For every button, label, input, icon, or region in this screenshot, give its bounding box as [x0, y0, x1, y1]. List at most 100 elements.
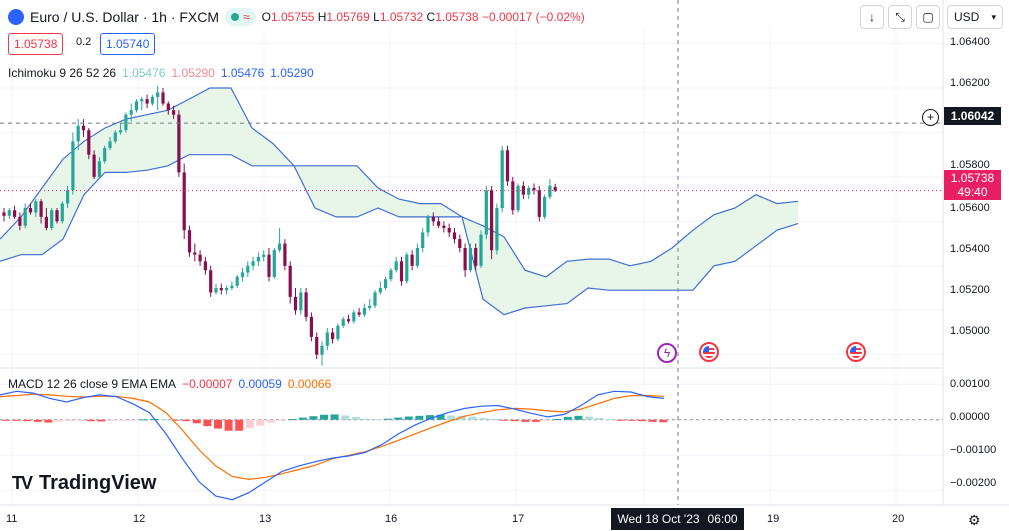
crosshair-price-label: 1.06042 — [944, 107, 1001, 125]
ichimoku-label: Ichimoku 9 26 52 26 — [8, 66, 117, 80]
market-status[interactable]: ≈ — [225, 8, 256, 26]
ichimoku-legend[interactable]: Ichimoku 9 26 52 26 1.05476 1.05290 1.05476… — [8, 66, 320, 80]
candle-body — [50, 210, 54, 228]
price-tick: 1.05000 — [950, 325, 990, 337]
macd-histogram-bar — [192, 419, 201, 424]
time-tick: 20 — [892, 513, 905, 525]
candle-body — [76, 125, 80, 142]
macd-histogram-bar — [182, 419, 191, 422]
time-tick: 11 — [6, 513, 18, 525]
sell-price-button[interactable]: 1.05738 — [8, 33, 64, 55]
ichimoku-value-4: 1.05290 — [270, 66, 314, 80]
macd-histogram-bar — [574, 415, 583, 420]
macd-line-value: 0.00059 — [238, 377, 282, 391]
tradingview-logo[interactable]: TV TradingView — [12, 472, 156, 495]
us-flag-event-icon[interactable] — [846, 342, 866, 362]
macd-signal-line — [0, 393, 665, 481]
candle-body — [7, 210, 11, 216]
macd-histogram-bar — [12, 419, 21, 421]
chevron-down-icon: ▾ — [991, 11, 996, 22]
globe-icon[interactable] — [8, 9, 24, 25]
add-alert-plus-icon[interactable]: + — [922, 109, 939, 126]
macd-signal-value: 0.00066 — [287, 377, 332, 391]
macd-histogram-bar — [203, 419, 212, 427]
macd-tick: 0.00100 — [950, 378, 990, 390]
buy-price-button[interactable]: 1.05740 — [100, 33, 156, 55]
candle-body — [129, 110, 133, 115]
candle-body — [240, 272, 245, 277]
macd-histogram-bar — [362, 418, 371, 420]
candle-body — [521, 185, 525, 195]
fullscreen-button[interactable]: ▢ — [916, 5, 940, 29]
candle-body — [309, 316, 313, 337]
high-value: 1.05769 — [326, 10, 370, 24]
macd-line — [0, 390, 665, 501]
macd-histogram-bar — [394, 417, 403, 420]
candle-body — [262, 254, 266, 257]
candle-body — [288, 265, 292, 297]
candle-body — [468, 248, 472, 271]
candle-body — [150, 96, 154, 104]
candle-body — [97, 161, 101, 177]
candle-body — [166, 103, 170, 111]
cloud-segment — [147, 110, 168, 171]
candle-body — [119, 130, 123, 133]
cloud-segment — [231, 88, 252, 166]
candle-body — [214, 288, 218, 293]
symbol-title[interactable]: Euro / U.S. Dollar · 1h · FXCM — [30, 9, 220, 25]
candle-body — [71, 141, 75, 191]
macd-histogram-bar — [638, 419, 646, 422]
bar-countdown: 49:40 — [957, 185, 988, 199]
cloud-segment — [504, 236, 525, 315]
currency-select[interactable]: USD ▾ — [947, 5, 1003, 29]
cloud-segment — [63, 141, 84, 240]
cloud-segment — [630, 261, 651, 291]
download-button[interactable]: ↓ — [860, 5, 884, 29]
macd-legend[interactable]: MACD 12 26 close 9 EMA EMA −0.00007 0.0005… — [8, 377, 337, 391]
collapse-button[interactable]: ⤡ — [888, 5, 912, 29]
candle-body — [410, 254, 414, 266]
candle-body — [187, 230, 192, 253]
macd-histogram-bar — [616, 419, 625, 421]
crosshair-time: 06:00 — [707, 512, 738, 526]
lightning-event-icon[interactable]: ϟ — [657, 343, 677, 363]
macd-histogram-bar — [277, 419, 286, 421]
us-flag-event-icon[interactable] — [699, 342, 719, 362]
close-key: C — [426, 10, 436, 24]
candle-body — [34, 201, 38, 213]
macd-histogram-bar — [553, 419, 562, 421]
macd-histogram-bar — [65, 419, 74, 422]
candle-body — [246, 265, 250, 273]
candle-body — [511, 181, 515, 211]
macd-histogram-bar — [341, 415, 350, 420]
cloud-segment — [714, 208, 735, 266]
candle-body — [500, 150, 504, 208]
candle-body — [458, 239, 462, 248]
macd-histogram-bar — [108, 419, 116, 421]
candle-body — [516, 185, 520, 211]
candle-body — [527, 188, 531, 195]
download-icon: ↓ — [869, 10, 875, 24]
gear-icon[interactable]: ⚙ — [968, 512, 981, 528]
candle-body — [161, 92, 165, 104]
candle-body — [198, 254, 202, 262]
candle-body — [421, 232, 425, 248]
candle-body — [272, 250, 276, 277]
candle-body — [60, 203, 64, 222]
candle-body — [336, 325, 340, 340]
candle-body — [283, 243, 287, 266]
candle-body — [108, 141, 112, 148]
candle-body — [537, 190, 541, 217]
macd-histogram-bar — [33, 419, 42, 422]
macd-histogram-bar — [468, 416, 477, 420]
candle-body — [235, 276, 239, 286]
spread-value: 0.2 — [76, 36, 92, 48]
open-value: 1.05755 — [270, 10, 315, 24]
candle-body — [394, 261, 398, 271]
macd-histogram-bar — [542, 419, 551, 421]
macd-histogram-bar — [563, 416, 572, 420]
time-tick: 16 — [385, 513, 398, 525]
candle-body — [219, 288, 223, 291]
macd-tick: −0.00100 — [950, 444, 997, 456]
